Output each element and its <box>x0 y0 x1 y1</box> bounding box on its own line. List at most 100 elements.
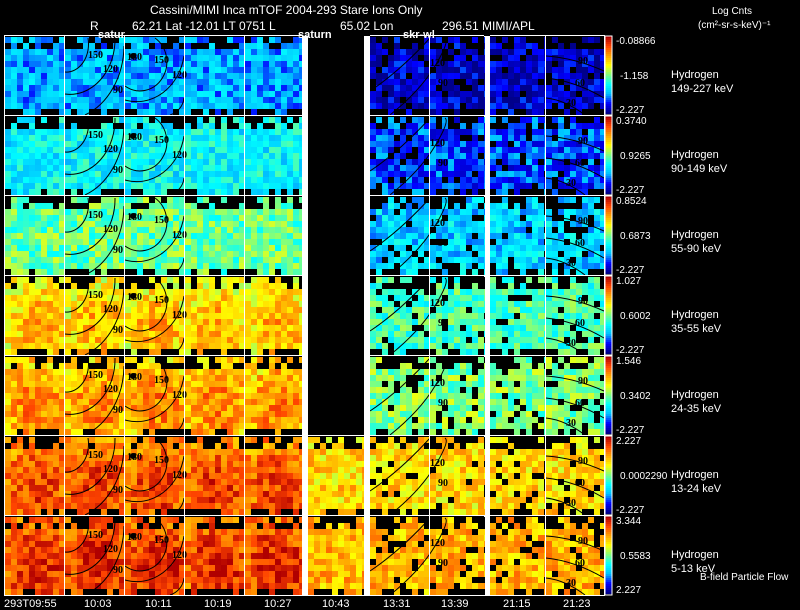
heatmap-cell <box>370 221 376 227</box>
heatmap-cell <box>558 109 564 115</box>
heatmap-cell <box>155 239 161 245</box>
heatmap-cell <box>41 295 47 301</box>
heatmap-cell <box>11 49 17 55</box>
heatmap-cell <box>65 289 71 295</box>
heatmap-cell <box>209 215 215 221</box>
heatmap-cell <box>251 209 257 215</box>
heatmap-cell <box>508 349 514 355</box>
heatmap-cell <box>107 295 113 301</box>
heatmap-cell <box>299 257 302 263</box>
heatmap-cell <box>576 203 582 209</box>
heatmap-cell <box>239 147 244 153</box>
heatmap-cell <box>227 61 233 67</box>
heatmap-cell <box>484 103 485 109</box>
heatmap-cell <box>155 343 161 349</box>
heatmap-panel <box>245 277 302 355</box>
heatmap-cell <box>376 141 382 147</box>
heatmap-cell <box>77 73 83 79</box>
heatmap-cell <box>514 203 520 209</box>
heatmap-cell <box>71 263 77 269</box>
heatmap-cell <box>436 183 442 189</box>
heatmap-cell <box>546 117 552 123</box>
heatmap-cell <box>89 319 95 325</box>
heatmap-cell <box>149 177 155 183</box>
contour-label: 120 <box>430 138 445 149</box>
heatmap-cell <box>257 171 263 177</box>
heatmap-cell <box>35 73 41 79</box>
heatmap-cell <box>113 197 119 203</box>
heatmap-cell <box>209 233 215 239</box>
heatmap-cell <box>17 103 23 109</box>
heatmap-cell <box>436 109 442 115</box>
heatmap-cell <box>460 43 466 49</box>
heatmap-cell <box>95 153 101 159</box>
heatmap-cell <box>83 343 89 349</box>
heatmap-cell <box>5 307 11 313</box>
colorbar-segment <box>605 156 612 159</box>
heatmap-cell <box>113 73 119 79</box>
heatmap-cell <box>472 209 478 215</box>
contour-label: 150 <box>154 55 169 66</box>
heatmap-cell <box>17 91 23 97</box>
heatmap-cell <box>478 221 484 227</box>
heatmap-cell <box>263 301 269 307</box>
heatmap-cell <box>17 123 23 129</box>
heatmap-cell <box>287 209 293 215</box>
heatmap-cell <box>47 183 53 189</box>
heatmap-cell <box>564 123 570 129</box>
heatmap-cell <box>95 269 101 275</box>
heatmap-cell <box>448 55 454 61</box>
heatmap-cell <box>448 301 454 307</box>
heatmap-cell <box>179 97 184 103</box>
heatmap-cell <box>370 49 376 55</box>
heatmap-cell <box>203 49 209 55</box>
heatmap-cell <box>125 263 131 269</box>
heatmap-cell <box>418 147 424 153</box>
heatmap-cell <box>558 245 564 251</box>
heatmap-cell <box>155 61 161 67</box>
heatmap-cell <box>119 325 124 331</box>
colorbar-segment <box>605 186 612 189</box>
heatmap-cell <box>143 221 149 227</box>
heatmap-cell <box>185 301 191 307</box>
heatmap-cell <box>167 37 173 43</box>
colorbar-segment <box>605 116 612 119</box>
heatmap-cell <box>454 221 460 227</box>
heatmap-cell <box>77 103 83 109</box>
heatmap-cell <box>558 141 564 147</box>
heatmap-cell <box>179 319 184 325</box>
heatmap-cell <box>400 37 406 43</box>
heatmap-cell <box>17 61 23 67</box>
colorbar-segment <box>605 172 612 175</box>
colorbar-segment <box>605 178 612 181</box>
heatmap-cell <box>239 183 244 189</box>
heatmap-cell <box>376 109 382 115</box>
heatmap-cell <box>173 159 179 165</box>
heatmap-cell <box>173 85 179 91</box>
heatmap-cell <box>89 171 95 177</box>
heatmap-cell <box>424 97 429 103</box>
heatmap-cell <box>191 313 197 319</box>
heatmap-cell <box>454 141 460 147</box>
heatmap-cell <box>77 189 83 195</box>
heatmap-cell <box>65 263 71 269</box>
heatmap-cell <box>197 221 203 227</box>
heatmap-cell <box>41 283 47 289</box>
heatmap-cell <box>287 203 293 209</box>
heatmap-cell <box>113 153 119 159</box>
heatmap-cell <box>490 245 496 251</box>
contour-line <box>545 157 605 179</box>
heatmap-cell <box>179 165 184 171</box>
heatmap-cell <box>400 203 406 209</box>
heatmap-cell <box>472 67 478 73</box>
heatmap-cell <box>143 91 149 97</box>
heatmap-cell <box>101 307 107 313</box>
heatmap-cell <box>161 263 167 269</box>
heatmap-cell <box>478 61 484 67</box>
heatmap-cell <box>558 233 564 239</box>
heatmap-cell <box>251 295 257 301</box>
heatmap-cell <box>53 337 59 343</box>
heatmap-cell <box>233 251 239 257</box>
heatmap-cell <box>173 171 179 177</box>
heatmap-cell <box>65 141 71 147</box>
